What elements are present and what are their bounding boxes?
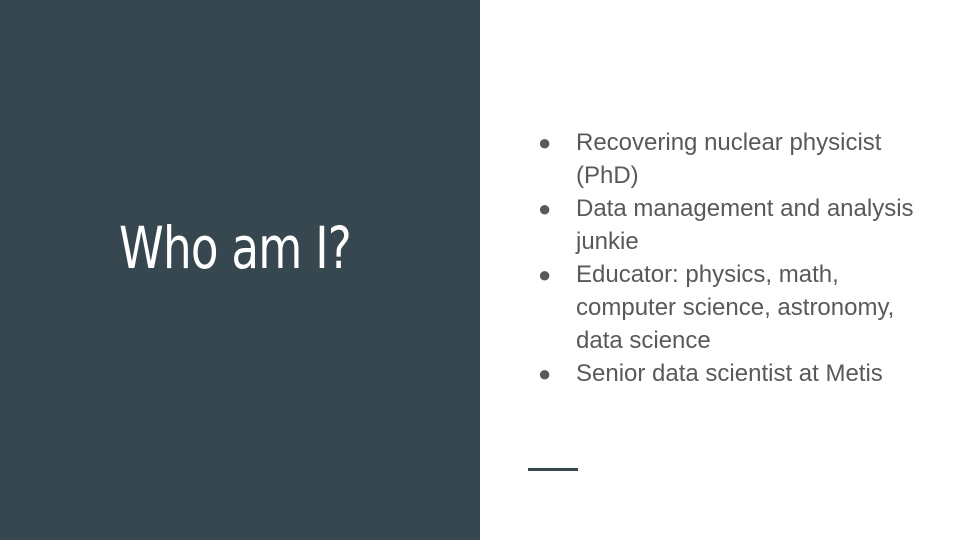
bullet-item: ● Educator: physics, math, computer scie… [532, 258, 932, 357]
bullet-item: ● Senior data scientist at Metis [532, 357, 932, 390]
bullet-dot-icon: ● [538, 130, 552, 155]
bullet-list: ● Recovering nuclear physicist (PhD) ● D… [532, 126, 932, 390]
bullet-text: Data management and analysis junkie [576, 195, 914, 255]
bullet-item: ● Data management and analysis junkie [532, 192, 932, 258]
bullet-dot-icon: ● [538, 361, 552, 386]
title-panel: Who am I? [0, 0, 480, 540]
bullet-dot-icon: ● [538, 196, 552, 221]
bullet-dot-icon: ● [538, 262, 552, 287]
bullet-text: Educator: physics, math, computer scienc… [576, 261, 895, 354]
bullet-text: Senior data scientist at Metis [576, 360, 883, 387]
slide-title: Who am I? [119, 214, 352, 282]
bullet-item: ● Recovering nuclear physicist (PhD) [532, 126, 932, 192]
bullet-text: Recovering nuclear physicist (PhD) [576, 129, 882, 189]
accent-line [528, 468, 578, 471]
content-panel: ● Recovering nuclear physicist (PhD) ● D… [480, 0, 960, 540]
